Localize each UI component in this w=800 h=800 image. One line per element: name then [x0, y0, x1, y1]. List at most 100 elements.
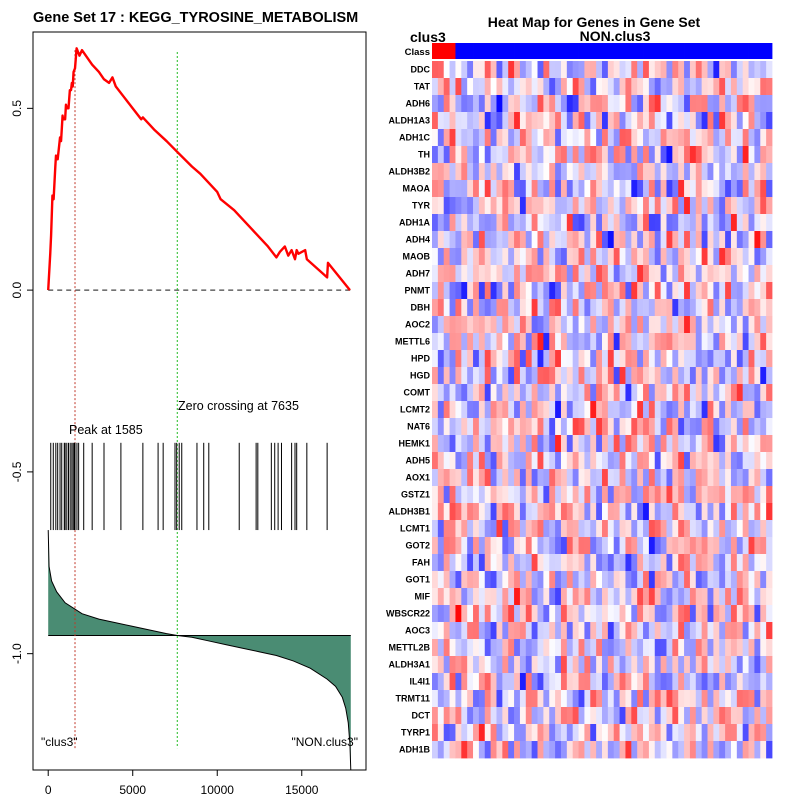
heatmap-cell	[455, 520, 462, 538]
heatmap-cell	[508, 639, 515, 657]
heatmap-cell	[525, 588, 533, 606]
heatmap-cell	[514, 265, 521, 283]
heatmap-cell	[496, 265, 503, 283]
heatmap-cell	[701, 231, 708, 249]
heatmap-cell	[514, 656, 521, 674]
heatmap-cell	[572, 435, 579, 453]
heatmap-cell	[508, 231, 515, 249]
heatmap-cell	[455, 299, 462, 317]
heatmap-cell	[736, 622, 744, 640]
heatmap-cell	[449, 588, 456, 606]
heatmap-cell	[549, 78, 556, 96]
heatmap-cell	[766, 537, 773, 555]
heatmap-cell	[461, 163, 468, 181]
heatmap-cell	[654, 231, 662, 249]
heatmap-cell	[643, 384, 650, 402]
heatmap-cell	[637, 78, 644, 96]
heatmap-cell	[631, 61, 638, 79]
heatmap-cell	[467, 112, 474, 130]
heatmap-cell	[549, 163, 556, 181]
heatmap-cell	[490, 707, 497, 725]
heatmap-cell	[467, 282, 474, 300]
heatmap-cell	[590, 588, 597, 606]
heatmap-cell	[584, 231, 591, 249]
heatmap-cell	[537, 690, 544, 708]
heatmap-cell	[619, 554, 626, 572]
heatmap-cell	[496, 537, 503, 555]
heatmap-cell	[742, 61, 749, 79]
heatmap-cell	[613, 639, 620, 657]
heatmap-cell	[648, 367, 656, 385]
heatmap-cell	[437, 537, 445, 555]
heatmap-cell	[654, 265, 662, 283]
heatmap-cell	[443, 520, 450, 538]
heatmap-cell	[490, 112, 497, 130]
heatmap-cell	[566, 95, 574, 113]
heatmap-cell	[572, 673, 579, 691]
heatmap-cell	[590, 180, 597, 198]
heatmap-cell	[537, 316, 544, 334]
heatmap-cell	[584, 95, 591, 113]
heatmap-cell	[631, 486, 638, 504]
heatmap-cell	[619, 622, 626, 640]
heatmap-cell	[654, 707, 662, 725]
heatmap-cell	[707, 486, 714, 504]
heatmap-cell	[607, 605, 615, 623]
heatmap-cell	[549, 418, 556, 436]
heatmap-cell	[537, 163, 544, 181]
heatmap-cell	[473, 129, 480, 147]
heatmap-cell	[754, 452, 761, 470]
heatmap-cell	[519, 741, 527, 759]
heatmap-cell	[566, 537, 574, 555]
heatmap-cell	[508, 265, 515, 283]
heatmap-cell	[654, 571, 662, 589]
heatmap-cell	[742, 639, 749, 657]
heatmap-cell	[490, 231, 497, 249]
heatmap-cell	[432, 265, 439, 283]
heatmap-cell	[654, 639, 662, 657]
heatmap-cell	[654, 554, 662, 572]
heatmap-cell	[654, 503, 662, 521]
heatmap-cell	[537, 146, 544, 164]
heatmap-cell	[473, 707, 480, 725]
heatmap-cell	[432, 282, 439, 300]
heatmap-cell	[719, 95, 726, 113]
heatmap-cell	[643, 656, 650, 674]
class-cell	[602, 43, 609, 59]
heatmap-cell	[648, 78, 656, 96]
heatmap-cell	[432, 180, 439, 198]
heatmap-cell	[508, 469, 515, 487]
class-cell	[549, 43, 556, 59]
heatmap-cell	[519, 163, 527, 181]
heatmap-cell	[672, 265, 679, 283]
heatmap-cell	[695, 129, 703, 147]
heatmap-cell	[502, 469, 509, 487]
heatmap-cell	[508, 605, 515, 623]
heatmap-cell	[555, 384, 562, 402]
heatmap-cell	[701, 367, 708, 385]
heatmap-cell	[695, 214, 703, 232]
heatmap-cell	[543, 435, 550, 453]
heatmap-cell	[619, 367, 626, 385]
heatmap-cell	[748, 61, 755, 79]
heatmap-cell	[566, 78, 574, 96]
heatmap-cell	[449, 129, 456, 147]
heatmap-cell	[754, 554, 761, 572]
heatmap-cell	[760, 690, 767, 708]
heatmap-cell	[631, 571, 638, 589]
heatmap-cell	[531, 724, 538, 742]
heatmap-cell	[730, 435, 738, 453]
heatmap-cell	[455, 333, 462, 351]
heatmap-cell	[713, 214, 720, 232]
heatmap-cell	[572, 350, 579, 368]
heatmap-cell	[707, 554, 714, 572]
heatmap-cell	[631, 724, 638, 742]
heatmap-cell	[725, 231, 732, 249]
heatmap-cell	[566, 605, 574, 623]
heatmap-cell	[484, 486, 492, 504]
heatmap-cell	[590, 724, 597, 742]
heatmap-cell	[537, 537, 544, 555]
heatmap-cell	[625, 180, 632, 198]
heatmap-cell	[473, 61, 480, 79]
heatmap-cell	[467, 265, 474, 283]
